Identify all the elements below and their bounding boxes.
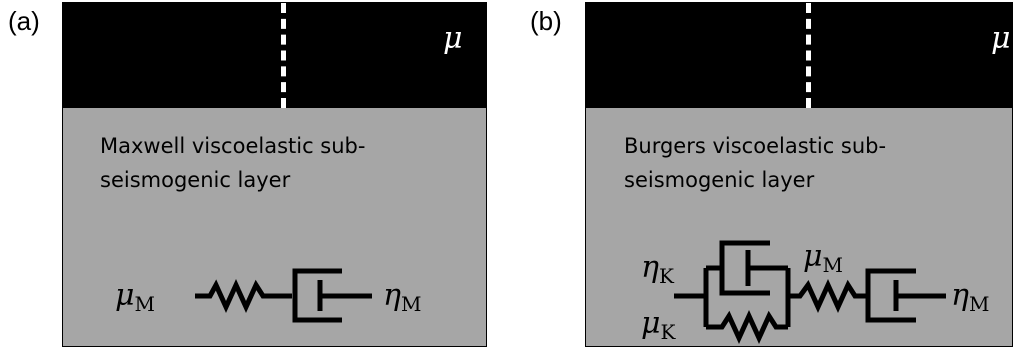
panel-a-seismogenic-layer (63, 3, 486, 108)
panel-b-burgers-model (674, 240, 946, 345)
panel-b-fault-line (806, 3, 811, 108)
panel-b-maxwell-spring (788, 278, 868, 314)
panel-b-viscoelastic-layer (586, 108, 1012, 346)
panel-b-maxwell-spring-label: μM (803, 239, 843, 277)
panel-a-dashpot-piston (317, 280, 372, 311)
panel-b-kelvin-spring (706, 309, 788, 345)
panel-b-seismogenic-layer (586, 3, 1012, 108)
panel-b-kelvin-spring-label: μK (641, 306, 677, 344)
panel-b-kelvin-dashpot-label: ηK (641, 250, 675, 288)
panel-b-layer-line2: seismogenic layer (624, 168, 815, 192)
panel-b-kelvin-dashpot-cylinder (719, 240, 770, 296)
panel-a-layer-line1: Maxwell viscoelastic sub- (100, 134, 366, 158)
panel-a-layer-line2: seismogenic layer (100, 168, 291, 192)
panel-b-maxwell-dashpot-cylinder (865, 268, 916, 323)
panel-a-dashpot-label: ηM (383, 278, 421, 316)
panel-a: μ Maxwell viscoelastic sub- seismogenic … (62, 2, 487, 347)
panel-a-top-mu: μ (443, 21, 463, 56)
panel-a-label: (a) (8, 6, 40, 36)
panel-a-viscoelastic-layer (63, 108, 486, 346)
panel-b-layer-line1: Burgers viscoelastic sub- (624, 134, 887, 158)
panel-a-layer-description: Maxwell viscoelastic sub- seismogenic la… (100, 129, 365, 197)
panel-b-top-mu: μ (991, 21, 1011, 56)
panel-a-dashpot-cylinder (292, 268, 342, 323)
panel-b-layer-description: Burgers viscoelastic sub- seismogenic la… (624, 129, 886, 197)
panel-b-maxwell-dashpot-label: ηM (951, 278, 989, 316)
panel-a-maxwell-model (195, 268, 372, 323)
panel-b: μ Burgers viscoelastic sub- seismogenic … (585, 2, 1013, 347)
panel-b-maxwell-dashpot-piston (893, 280, 946, 311)
panel-a-fault-line (281, 3, 286, 108)
panel-a-spring (195, 278, 292, 314)
panel-b-label: (b) (530, 6, 562, 36)
panel-b-kelvin-dashpot-piston (745, 250, 788, 286)
panel-a-spring-label: μM (115, 278, 155, 316)
